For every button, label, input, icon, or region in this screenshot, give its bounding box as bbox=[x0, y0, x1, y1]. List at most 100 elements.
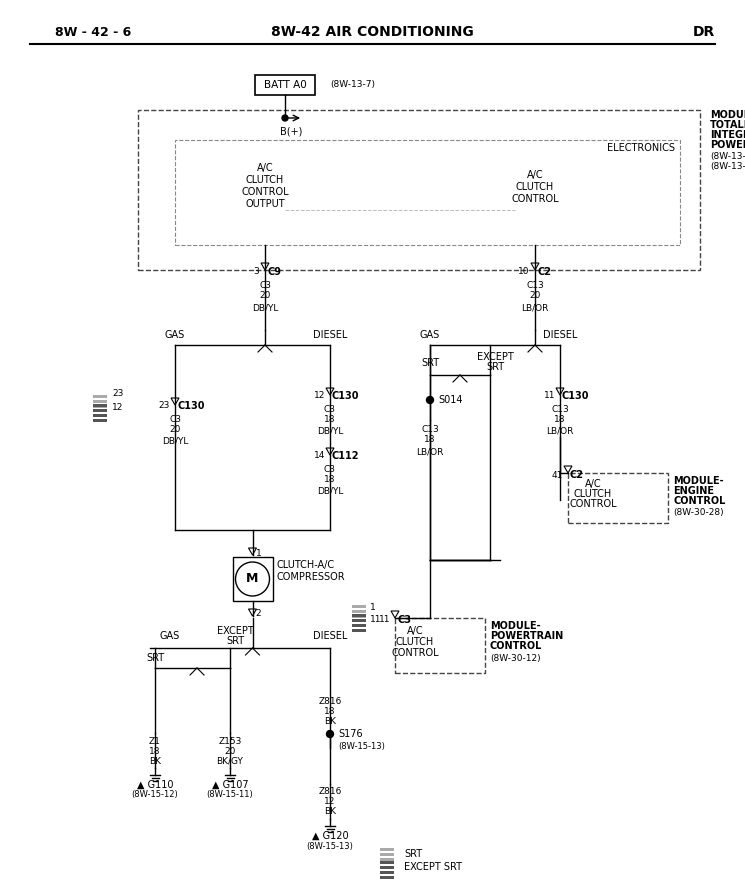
Text: M: M bbox=[247, 573, 259, 585]
Text: MODULE-: MODULE- bbox=[490, 621, 541, 631]
Text: Z153: Z153 bbox=[218, 737, 241, 746]
Text: C130: C130 bbox=[562, 391, 589, 401]
Bar bbox=[380, 876, 394, 879]
Bar bbox=[380, 858, 394, 861]
Text: C13: C13 bbox=[421, 426, 439, 435]
Text: CONTROL: CONTROL bbox=[490, 641, 542, 651]
Text: SRT: SRT bbox=[226, 636, 244, 646]
Text: SRT: SRT bbox=[146, 653, 164, 663]
Text: (8W-13-4): (8W-13-4) bbox=[710, 162, 745, 171]
Bar bbox=[395, 618, 485, 673]
Circle shape bbox=[282, 115, 288, 121]
Text: SRT: SRT bbox=[404, 849, 422, 859]
Text: BK: BK bbox=[149, 756, 161, 765]
Text: 20: 20 bbox=[259, 291, 270, 300]
Text: C3: C3 bbox=[169, 415, 181, 424]
Text: BK: BK bbox=[324, 806, 336, 815]
Text: SRT: SRT bbox=[421, 358, 439, 368]
Bar bbox=[352, 615, 366, 618]
Text: C130: C130 bbox=[332, 391, 360, 401]
Polygon shape bbox=[249, 548, 256, 555]
Bar bbox=[232, 557, 273, 601]
Text: 8W-42 AIR CONDITIONING: 8W-42 AIR CONDITIONING bbox=[270, 25, 473, 39]
Text: 8W - 42 - 6: 8W - 42 - 6 bbox=[55, 26, 131, 38]
Text: EXCEPT: EXCEPT bbox=[477, 352, 513, 362]
Text: Z1: Z1 bbox=[149, 737, 161, 746]
Text: DB/YL: DB/YL bbox=[317, 486, 343, 495]
Bar bbox=[380, 861, 394, 864]
Text: CLUTCH: CLUTCH bbox=[396, 637, 434, 647]
Text: (8W-15-13): (8W-15-13) bbox=[306, 843, 353, 852]
Text: ELECTRONICS: ELECTRONICS bbox=[607, 143, 675, 153]
Text: POWERTRAIN: POWERTRAIN bbox=[490, 631, 563, 641]
Text: 18: 18 bbox=[149, 747, 161, 756]
Text: INTEGRATED: INTEGRATED bbox=[710, 130, 745, 140]
Text: A/C: A/C bbox=[407, 626, 423, 636]
Text: GAS: GAS bbox=[160, 631, 180, 641]
Text: DIESEL: DIESEL bbox=[313, 631, 347, 641]
Polygon shape bbox=[326, 388, 334, 395]
Text: GAS: GAS bbox=[420, 330, 440, 340]
Bar bbox=[352, 605, 366, 608]
Text: GAS: GAS bbox=[165, 330, 185, 340]
Bar bbox=[93, 414, 107, 417]
Text: CONTROL: CONTROL bbox=[241, 187, 289, 197]
Text: 11: 11 bbox=[544, 391, 555, 400]
Circle shape bbox=[426, 396, 434, 404]
Text: A/C: A/C bbox=[585, 479, 601, 489]
Bar bbox=[352, 610, 366, 613]
Text: CLUTCH: CLUTCH bbox=[246, 175, 284, 185]
Bar bbox=[138, 110, 700, 270]
Bar bbox=[352, 614, 366, 617]
Text: (8W-15-13): (8W-15-13) bbox=[338, 741, 385, 750]
Bar bbox=[255, 75, 315, 95]
Text: EXCEPT SRT: EXCEPT SRT bbox=[404, 862, 462, 872]
Text: C112: C112 bbox=[332, 451, 360, 461]
Text: DIESEL: DIESEL bbox=[543, 330, 577, 340]
Text: EXCEPT: EXCEPT bbox=[217, 626, 253, 636]
Text: 18: 18 bbox=[324, 415, 336, 424]
Bar bbox=[93, 409, 107, 412]
Text: BK/GY: BK/GY bbox=[217, 756, 244, 765]
Polygon shape bbox=[326, 448, 334, 455]
Text: COMPRESSOR: COMPRESSOR bbox=[276, 572, 345, 582]
Bar bbox=[175, 140, 680, 245]
Text: C2: C2 bbox=[570, 470, 584, 480]
Text: SRT: SRT bbox=[486, 362, 504, 372]
Bar bbox=[380, 853, 394, 856]
Bar bbox=[352, 619, 366, 622]
Polygon shape bbox=[391, 611, 399, 618]
Bar bbox=[93, 395, 107, 398]
Text: B(+): B(+) bbox=[280, 127, 302, 137]
Bar bbox=[93, 400, 107, 403]
Text: 20: 20 bbox=[224, 747, 235, 756]
Text: TOTALLY: TOTALLY bbox=[710, 120, 745, 130]
Text: C3: C3 bbox=[324, 465, 336, 475]
Text: CLUTCH: CLUTCH bbox=[516, 182, 554, 192]
Bar bbox=[380, 866, 394, 869]
Text: ▲ G110: ▲ G110 bbox=[137, 780, 174, 790]
Text: (8W-13-7): (8W-13-7) bbox=[330, 80, 375, 89]
Bar bbox=[93, 404, 107, 407]
Text: DB/YL: DB/YL bbox=[317, 427, 343, 436]
Polygon shape bbox=[564, 466, 572, 473]
Text: ▲ G107: ▲ G107 bbox=[212, 780, 248, 790]
Text: 12: 12 bbox=[314, 391, 325, 400]
Text: 20: 20 bbox=[529, 291, 541, 300]
Bar bbox=[380, 871, 394, 874]
Text: C3: C3 bbox=[397, 615, 411, 625]
Text: 20: 20 bbox=[169, 426, 181, 435]
Text: (8W-30-12): (8W-30-12) bbox=[490, 653, 541, 663]
Text: 41: 41 bbox=[551, 470, 563, 479]
Text: OUTPUT: OUTPUT bbox=[245, 199, 285, 209]
Text: (8W-15-11): (8W-15-11) bbox=[206, 790, 253, 799]
Text: 2: 2 bbox=[256, 609, 261, 618]
Text: 12: 12 bbox=[112, 403, 124, 412]
Text: 18: 18 bbox=[554, 415, 565, 424]
Text: CLUTCH: CLUTCH bbox=[574, 489, 612, 499]
Text: CONTROL: CONTROL bbox=[673, 496, 726, 506]
Text: C3: C3 bbox=[324, 405, 336, 414]
Text: CONTROL: CONTROL bbox=[569, 499, 617, 509]
Text: (8W-13-3): (8W-13-3) bbox=[710, 152, 745, 161]
Bar bbox=[380, 848, 394, 851]
